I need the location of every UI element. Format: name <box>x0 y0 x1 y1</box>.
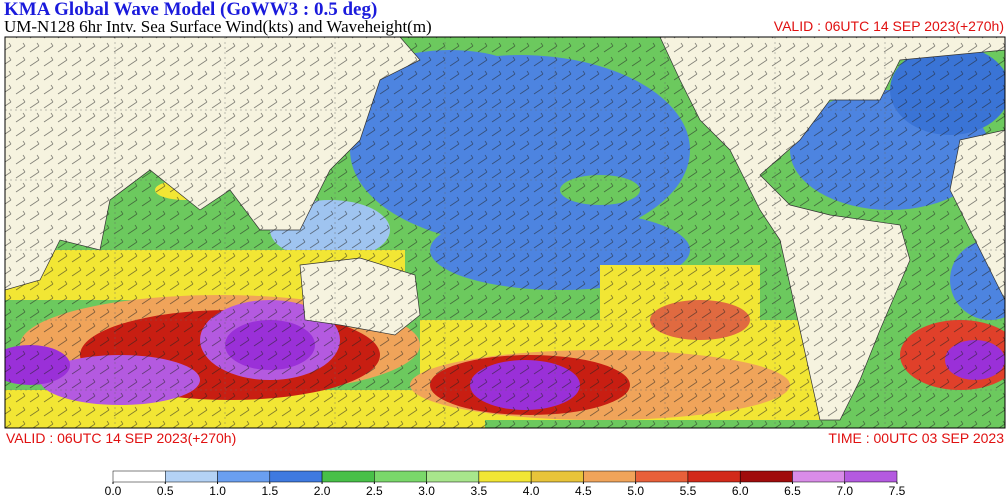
tick-label: 3.0 <box>418 484 435 496</box>
colorbar: 0.0 0.5 1.0 1.5 2.0 2.5 3.0 3.5 4.0 4.5 5.0 5.5 6.0 6… <box>105 470 906 496</box>
map-frame <box>4 36 1006 429</box>
initial-time: TIME : 00UTC 03 SEP 2023 <box>828 430 1004 446</box>
tick-label: 1.0 <box>209 484 226 496</box>
color-swatch <box>165 470 218 483</box>
color-swatch <box>530 470 584 483</box>
valid-time: VALID : 06UTC 14 SEP 2023(+270h) <box>773 18 1004 34</box>
tick-label: 2.5 <box>366 484 383 496</box>
tick-label: 6.0 <box>732 484 749 496</box>
color-swatch <box>269 470 323 483</box>
tick-label: 4.5 <box>575 484 592 496</box>
color-swatch <box>321 470 375 483</box>
tick-label: 2.0 <box>314 484 331 496</box>
tick-label: 5.5 <box>680 484 697 496</box>
tick-label: 0.0 <box>105 484 122 496</box>
valid-time: VALID : 06UTC 14 SEP 2023(+270h) <box>6 430 237 446</box>
tick-label: 3.5 <box>471 484 488 496</box>
title: KMA Global Wave Model (GoWW3 : 0.5 deg) <box>4 0 378 20</box>
wind-barbs <box>5 37 1005 428</box>
subtitle: UM-N128 6hr Intv. Sea Surface Wind(kts) … <box>4 17 432 36</box>
tick-label: 6.5 <box>784 484 801 496</box>
color-swatch <box>739 470 793 483</box>
color-swatch <box>583 470 636 483</box>
tick-label: 1.5 <box>261 484 278 496</box>
graticule <box>5 37 1005 428</box>
tick-label: 0.5 <box>157 484 174 496</box>
tick-label: 4.0 <box>523 484 540 496</box>
tick-label: 7.0 <box>836 484 853 496</box>
tick-label: 5.0 <box>627 484 644 496</box>
color-swatch <box>844 470 898 483</box>
color-swatch <box>635 470 689 483</box>
color-swatch <box>792 470 845 483</box>
color-swatch <box>426 470 480 483</box>
color-swatch <box>478 470 532 483</box>
color-swatch <box>217 470 271 483</box>
color-swatch <box>112 470 166 483</box>
color-swatch <box>374 470 427 483</box>
wave-map <box>5 37 1005 428</box>
tick-label: 7.5 <box>889 484 906 496</box>
color-swatch <box>687 470 741 483</box>
